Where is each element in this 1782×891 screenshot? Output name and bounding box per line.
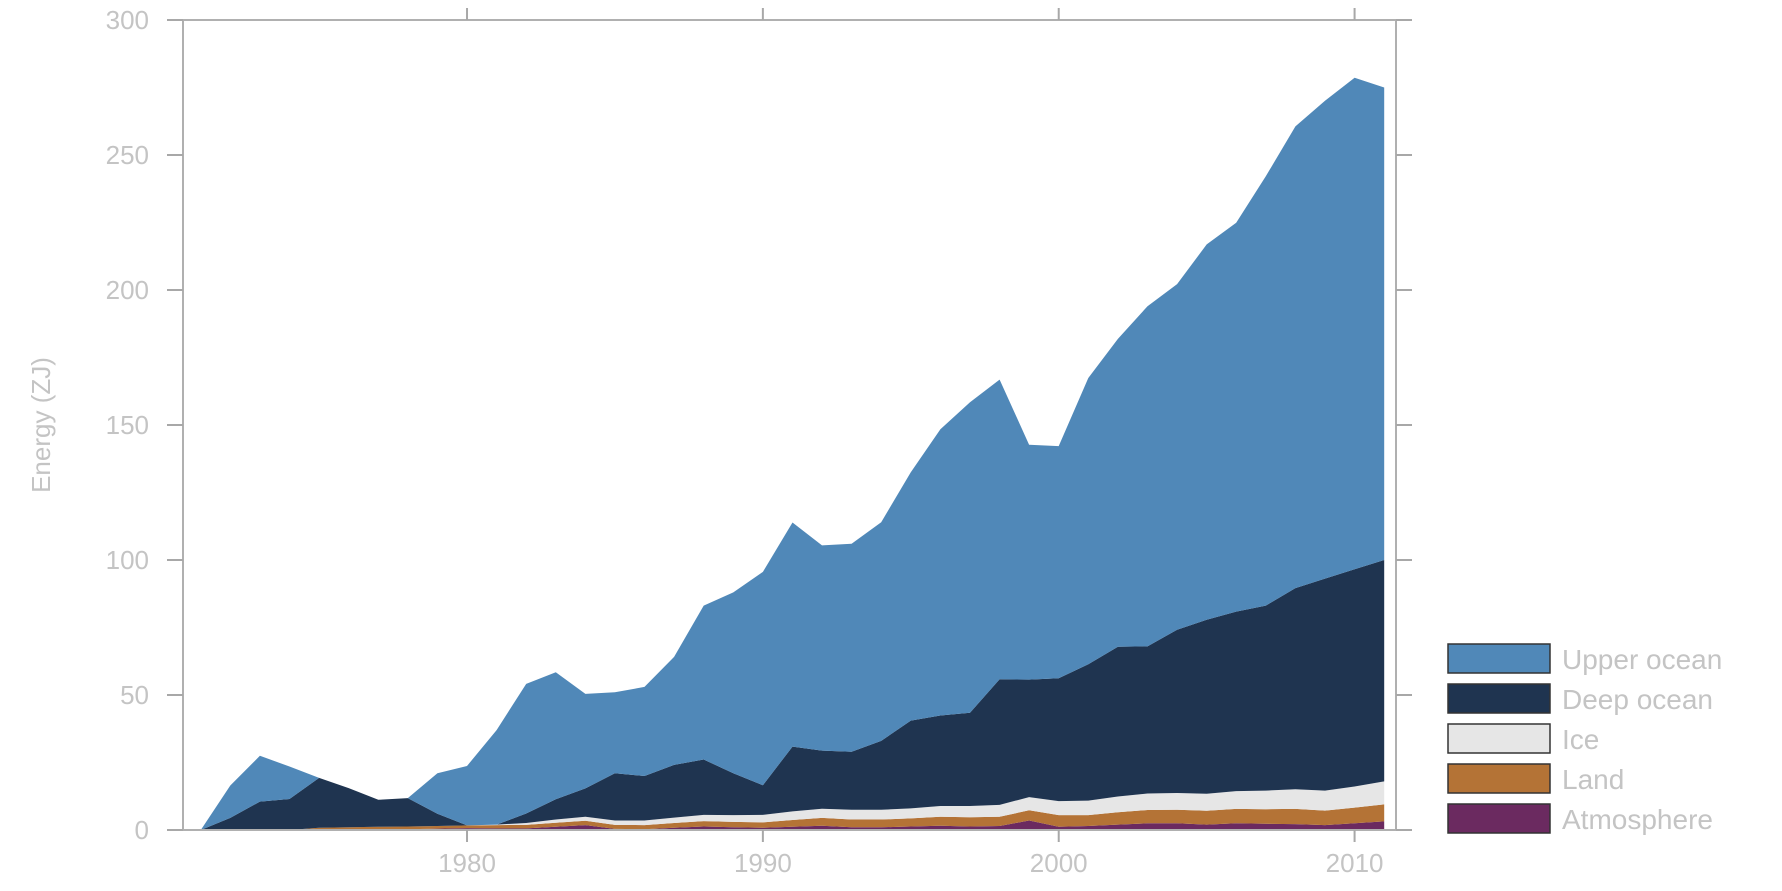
x-tick-label: 2010 [1326, 848, 1384, 878]
legend-swatch [1447, 763, 1551, 794]
y-tick-label: 300 [106, 5, 149, 35]
legend-item-land: Land [1447, 763, 1624, 795]
x-tick-label: 2000 [1030, 848, 1088, 878]
y-tick-label: 100 [106, 545, 149, 575]
x-axis: 1980 1990 2000 2010 [438, 8, 1384, 878]
legend: Upper ocean Deep ocean Ice Land Atmosphere [1447, 643, 1722, 835]
area-deep-ocean [200, 560, 1385, 830]
legend-label: Deep ocean [1562, 684, 1713, 715]
legend-label: Ice [1562, 724, 1599, 755]
area-upper-ocean [200, 77, 1385, 831]
legend-label: Atmosphere [1562, 804, 1713, 835]
area-land [200, 804, 1385, 830]
legend-label: Land [1562, 764, 1624, 795]
stacked-areas [200, 77, 1385, 831]
legend-label: Upper ocean [1562, 644, 1722, 675]
y-axis: 0 50 100 150 200 250 300 [106, 5, 1412, 845]
legend-swatch [1447, 723, 1551, 754]
legend-item-atmosphere: Atmosphere [1447, 803, 1713, 835]
y-tick-label: 200 [106, 275, 149, 305]
x-tick-label: 1990 [734, 848, 792, 878]
y-tick-label: 50 [120, 680, 149, 710]
area-atmosphere [200, 820, 1385, 830]
legend-item-upper-ocean: Upper ocean [1447, 643, 1722, 675]
y-tick-label: 150 [106, 410, 149, 440]
legend-item-deep-ocean: Deep ocean [1447, 683, 1713, 715]
legend-item-ice: Ice [1447, 723, 1599, 755]
area-ice [200, 781, 1385, 830]
y-tick-label: 0 [135, 815, 149, 845]
legend-swatch [1447, 643, 1551, 674]
legend-swatch [1447, 683, 1551, 714]
legend-swatch [1447, 803, 1551, 834]
x-tick-label: 1980 [438, 848, 496, 878]
y-axis-label: Energy (ZJ) [26, 357, 56, 493]
y-tick-label: 250 [106, 140, 149, 170]
